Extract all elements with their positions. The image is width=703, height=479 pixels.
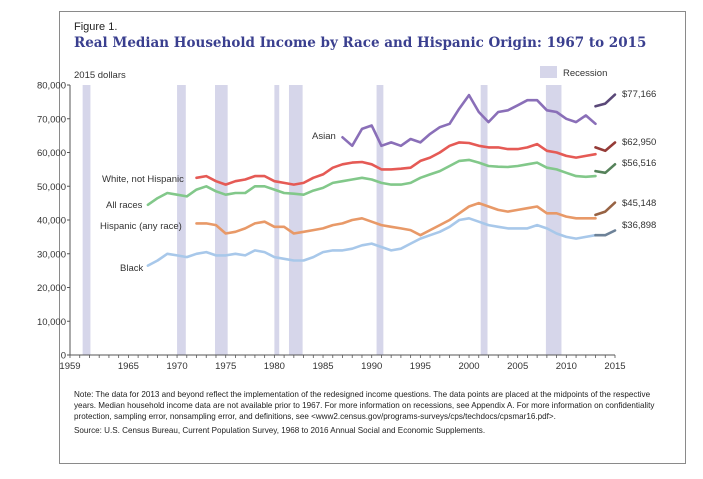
recession-band [480,85,488,355]
x-tick-label: 1959 [59,361,80,372]
figure-note: Note: The data for 2013 and beyond refle… [74,390,655,422]
series-label-white-not-hispanic: White, not Hispanic [102,174,184,185]
y-tick-label: 40,000 [37,216,66,227]
y-tick-label: 50,000 [37,182,66,193]
recession-band [215,85,228,355]
series-label-hispanic-any-race: Hispanic (any race) [100,221,182,232]
figure-source: Source: U.S. Census Bureau, Current Popu… [74,425,486,435]
series-line-hispanic-any-race [195,201,597,237]
x-tick-label: 1985 [312,361,333,372]
figure-note-block: Note: The data for 2013 and beyond refle… [74,389,672,436]
series-line-asian [341,93,597,148]
y-tick-label: 0 [61,351,66,362]
x-tick-label: 2015 [604,361,625,372]
series-label-all-races: All races [106,200,143,211]
series-line-redesigned-white-not-hispanic [594,141,617,153]
y-tick-label: 80,000 [37,81,66,92]
series-label-asian: Asian [312,131,336,142]
x-tick-label: 1980 [264,361,285,372]
series-line-white-not-hispanic [195,141,597,186]
figure-label: Figure 1. [74,21,118,33]
recession-band [177,85,186,355]
recession-band [545,85,562,355]
y-tick-label: 20,000 [37,283,66,294]
y-axis-unit-label: 2015 dollars [74,70,126,81]
recession-band [288,85,303,355]
recession-legend-swatch [540,66,557,78]
x-tick-label: 2000 [458,361,479,372]
series-line-redesigned-all-races [594,163,617,175]
figure-title: Real Median Household Income by Race and… [74,35,647,51]
series-end-value-black: $36,898 [622,220,656,231]
series-label-black: Black [120,263,143,274]
recession-band [82,85,91,355]
x-tick-label: 1965 [118,361,139,372]
recession-band [376,85,384,355]
x-tick-label: 2010 [556,361,577,372]
x-tick-label: 1995 [410,361,431,372]
y-tick-label: 10,000 [37,317,66,328]
series-end-value-asian: $77,166 [622,89,656,100]
series-end-value-white-not-hispanic: $62,950 [622,137,656,148]
series-line-redesigned-asian [594,93,617,108]
y-tick-label: 60,000 [37,148,66,159]
series-line-all-races [146,158,597,207]
series-end-value-all-races: $56,516 [622,158,656,169]
x-tick-label: 1970 [166,361,187,372]
series-line-redesigned-hispanic-any-race [594,201,617,217]
series-line-redesigned-black [594,229,617,237]
x-tick-label: 1990 [361,361,382,372]
income-line-chart: Recession 2015 dollars 0 10,000 20,000 30,000… [37,66,656,372]
recession-legend-label: Recession [563,68,607,79]
recession-band [274,85,280,355]
series-line-black [146,217,597,267]
y-tick-label: 70,000 [37,114,66,125]
x-tick-label: 1975 [215,361,236,372]
series-end-value-hispanic-any-race: $45,148 [622,198,656,209]
y-tick-label: 30,000 [37,249,66,260]
x-tick-label: 2005 [507,361,528,372]
